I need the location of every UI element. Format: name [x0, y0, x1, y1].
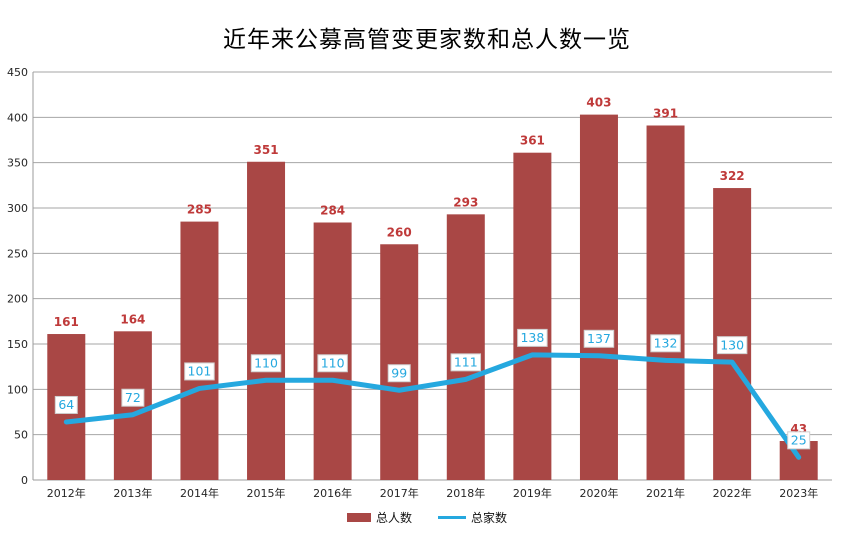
bar-label-2021年: 391	[653, 106, 678, 120]
legend: 总人数 总家数	[0, 509, 854, 526]
y-tick-label-300: 300	[7, 202, 28, 215]
point-label-2014年: 101	[188, 364, 212, 379]
point-label-2023年: 25	[791, 433, 807, 448]
y-tick-label-400: 400	[7, 111, 28, 124]
bar-label-2022年: 322	[720, 169, 745, 183]
bar-label-2020年: 403	[586, 96, 611, 110]
x-tick-label-2013年: 2013年	[113, 486, 152, 500]
y-tick-label-150: 150	[7, 338, 28, 351]
point-label-2013年: 72	[125, 390, 141, 405]
legend-line-swatch	[438, 516, 466, 519]
x-tick-label-2017年: 2017年	[380, 486, 419, 500]
y-tick-label-0: 0	[21, 474, 28, 487]
point-label-2021年: 132	[654, 336, 678, 351]
bar-label-2014年: 285	[187, 203, 212, 217]
x-tick-label-2020年: 2020年	[579, 486, 618, 500]
bar-label-2013年: 164	[120, 312, 145, 326]
point-label-2017年: 99	[391, 365, 407, 380]
point-label-box-2020年	[583, 329, 615, 348]
bar-label-2018年: 293	[453, 195, 478, 209]
point-label-2015年: 110	[254, 355, 278, 370]
y-tick-label-200: 200	[7, 293, 28, 306]
y-tick-label-350: 350	[7, 157, 28, 170]
point-label-2012年: 64	[58, 397, 74, 412]
x-tick-label-2021年: 2021年	[646, 486, 685, 500]
line-series	[63, 352, 802, 460]
point-label-2016年: 110	[321, 355, 345, 370]
legend-item-bar: 总人数	[346, 509, 412, 526]
point-label-box-2017年	[387, 364, 411, 383]
y-tick-label-250: 250	[7, 247, 28, 260]
bar-2015年	[247, 161, 286, 480]
point-label-box-2013年	[121, 388, 145, 407]
legend-bar-label: 总人数	[375, 511, 412, 525]
x-tick-label-2014年: 2014年	[180, 486, 219, 500]
legend-item-line: 总家数	[438, 509, 507, 526]
bar-2021年	[646, 125, 685, 480]
x-tick-label-2018年: 2018年	[446, 486, 485, 500]
point-label-2018年: 111	[454, 355, 478, 370]
bar-2017年	[380, 244, 419, 480]
x-tick-label-2016年: 2016年	[313, 486, 352, 500]
bar-label-2017年: 260	[387, 225, 412, 239]
chart-title: 近年来公募高管变更家数和总人数一览	[223, 27, 631, 53]
point-label-box-2023年	[787, 431, 811, 450]
bar-2019年	[513, 152, 552, 480]
bar-2022年	[713, 188, 752, 480]
point-label-box-2019年	[517, 328, 548, 347]
point-label-2020年: 137	[587, 331, 611, 346]
bar-label-2016年: 284	[320, 204, 345, 218]
bar-2020年	[579, 114, 618, 480]
point-label-box-2012年	[54, 395, 78, 414]
y-tick-label-450: 450	[7, 66, 28, 79]
point-label-box-2014年	[184, 362, 215, 381]
bar-label-2015年: 351	[254, 143, 279, 157]
bar-2018年	[446, 214, 485, 480]
bar-2014年	[180, 221, 219, 480]
x-tick-label-2019年: 2019年	[513, 486, 552, 500]
point-label-box-2021年	[650, 334, 681, 353]
point-label-box-2015年	[250, 354, 282, 373]
x-tick-label-2023年: 2023年	[779, 486, 818, 500]
x-tick-label-2012年: 2012年	[47, 486, 86, 500]
plot-area: 0 50 100 150 200 250 300 350 400 450 2012年 2013年 201…	[7, 66, 832, 500]
point-label-box-2018年	[450, 353, 482, 372]
point-label-box-2022年	[716, 336, 748, 355]
point-label-2022年: 130	[720, 337, 744, 352]
y-tick-label-50: 50	[14, 429, 28, 442]
x-tick-label-2022年: 2022年	[713, 486, 752, 500]
legend-line-label: 总家数	[471, 511, 508, 525]
y-tick-label-100: 100	[7, 383, 28, 396]
bar-label-2019年: 361	[520, 134, 545, 148]
legend-bar-swatch	[346, 513, 371, 522]
bar-2016年	[313, 222, 352, 481]
point-label-box-2016年	[317, 354, 348, 373]
point-label-2019年: 138	[520, 330, 544, 345]
x-tick-label-2015年: 2015年	[247, 486, 286, 500]
bar-label-2012年: 161	[54, 315, 79, 329]
